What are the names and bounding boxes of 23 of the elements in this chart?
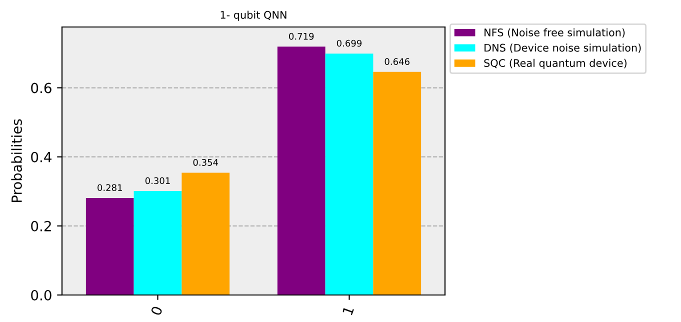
bar: [182, 172, 230, 295]
bar: [373, 72, 422, 295]
bar: [86, 198, 134, 295]
bar: [134, 191, 182, 295]
y-tick-label: 0.0: [31, 290, 52, 300]
legend-label: DNS (Device noise simulation): [484, 44, 641, 53]
data-label: 0.699: [336, 40, 362, 47]
chart-title: 1- qubit QNN: [220, 10, 286, 21]
x-tick-label: 1: [342, 306, 354, 316]
y-tick-label: 0.6: [31, 82, 52, 94]
bar: [277, 46, 326, 295]
x-tick-label: 0: [150, 306, 163, 316]
y-axis-title: Probabilities: [11, 119, 22, 202]
legend-label: NFS (Noise free simulation): [484, 28, 625, 38]
data-label: 0.354: [193, 158, 218, 166]
data-label: 0.281: [98, 184, 122, 192]
y-tick-label: 0.4: [31, 152, 52, 162]
data-label: 0.646: [384, 58, 410, 65]
data-label: 0.301: [145, 177, 170, 184]
data-label: 0.719: [289, 32, 314, 40]
bar: [325, 54, 374, 295]
y-tick-label: 0.2: [31, 220, 51, 232]
legend-label: SQC (Real quantum device): [484, 58, 626, 69]
